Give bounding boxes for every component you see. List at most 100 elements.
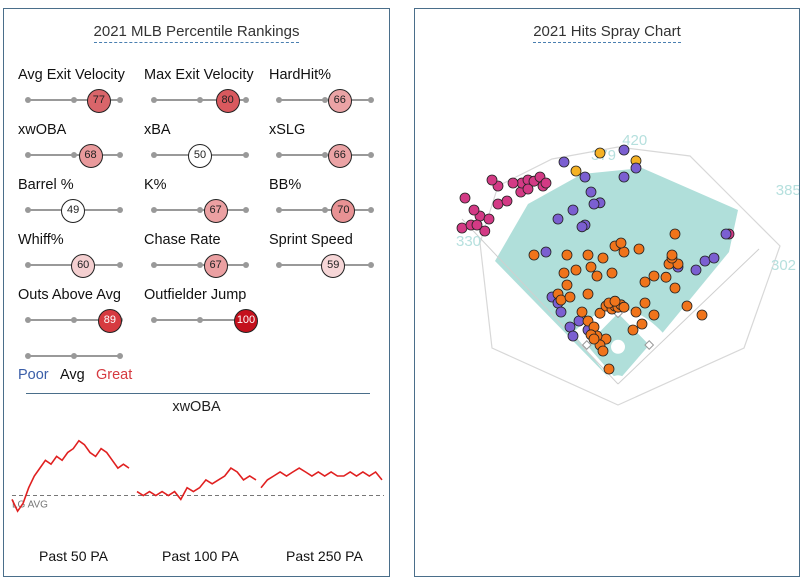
hit-point-single [576,306,588,318]
percentile-value-badge: 66 [327,144,352,168]
league-average-label: LG AVG [12,500,48,511]
hit-point-double [618,144,630,156]
metric-track-dot [243,97,249,103]
hit-point-home-run [479,225,491,237]
hit-point-double [618,171,630,183]
percentile-title-text: 2021 MLB Percentile Rankings [93,23,300,43]
percentile-value-badge: 59 [321,254,346,278]
percentile-value-badge: 67 [203,254,228,278]
hit-point-double [585,186,597,198]
hit-point-double [699,255,711,267]
hit-point-single [618,301,630,313]
metric-name: Avg Exit Velocity [18,67,125,83]
percentile-value-badge: 49 [61,199,86,223]
hit-point-single [633,243,645,255]
hit-point-single [582,249,594,261]
hit-point-double [573,315,585,327]
metric-track-dot [151,97,157,103]
metric-track-dot [276,262,282,268]
hit-point-double [690,264,702,276]
metric-name: Chase Rate [144,232,221,248]
hit-point-single [666,249,678,261]
legend-dot-great [117,353,123,359]
hit-point-single [594,307,606,319]
hit-point-double [558,156,570,168]
hit-point-single [648,270,660,282]
hit-point-single [561,279,573,291]
metric-hardhit: HardHit% 66 [269,67,379,113]
metric-track-dot [197,97,203,103]
pa-label-250: Past 250 PA [286,548,363,564]
metric-track-dot [368,262,374,268]
metric-whiff: Whiff% 60 [18,232,128,278]
hit-point-single [570,264,582,276]
hit-point-single [582,288,594,300]
hit-point-home-run [456,222,468,234]
hit-point-triple [570,165,582,177]
legend-dot-avg [71,353,77,359]
hit-point-single [636,318,648,330]
hit-point-home-run [459,192,471,204]
hit-point-double [552,213,564,225]
hit-point-single [681,300,693,312]
pa-label-100: Past 100 PA [162,548,239,564]
metric-track-dot [151,262,157,268]
hit-point-home-run [501,195,513,207]
percentile-rankings-panel: 2021 MLB Percentile Rankings Avg Exit Ve… [3,8,390,577]
hit-point-home-run [486,174,498,186]
pitcher-mound [611,339,625,354]
left-foul-line [461,218,619,385]
metric-name: xSLG [269,122,306,138]
legend-track [25,353,123,359]
distance-label: 420 [622,132,647,149]
hit-point-home-run [483,213,495,225]
metric-track [276,152,374,158]
metric-name: Outs Above Avg [18,287,121,303]
metric-chase-rate: Chase Rate 67 [144,232,254,278]
metric-track-dot [276,152,282,158]
hit-point-single [603,363,615,375]
metric-name: BB% [269,177,302,193]
hit-point-double [630,162,642,174]
hit-point-home-run [468,204,480,216]
metric-track-dot [25,152,31,158]
metric-name: xwOBA [18,122,67,138]
metric-track-dot [197,262,203,268]
hit-point-single [660,271,672,283]
metric-track [151,97,249,103]
xwoba-series-line [260,467,383,489]
metric-name: xBA [144,122,171,138]
metric-track-dot [276,97,282,103]
metric-track-dot [25,97,31,103]
legend-poor-label: Poor [18,367,49,383]
metric-track-dot [322,152,328,158]
spray-chart-svg: 420379385330302 [456,132,799,406]
metric-track [151,262,249,268]
right-foul-line [617,248,760,385]
hit-point-single [528,249,540,261]
metric-barrel: Barrel % 49 [18,177,128,223]
spray-title-text: 2021 Hits Spray Chart [533,23,681,43]
metric-track [276,97,374,103]
hit-point-double [579,171,591,183]
metric-track-dot [71,97,77,103]
xwoba-series-line [11,439,130,513]
percentile-value-badge: 89 [97,309,122,333]
hit-point-single [591,270,603,282]
hit-point-triple [594,147,606,159]
hit-point-home-run [522,183,534,195]
hit-point-single [648,309,660,321]
distance-label: 385 [776,182,799,199]
hit-point-single [597,252,609,264]
hit-point-double [555,306,567,318]
hit-point-double [720,228,732,240]
metric-track-dot [117,207,123,213]
hit-point-single [606,267,618,279]
metric-name: Sprint Speed [269,232,353,248]
xwoba-series-line [136,467,257,501]
hit-point-single [588,333,600,345]
metric-track-dot [25,262,31,268]
percentile-value-badge: 70 [331,199,356,223]
metric-name: HardHit% [269,67,332,83]
hit-point-single [696,309,708,321]
